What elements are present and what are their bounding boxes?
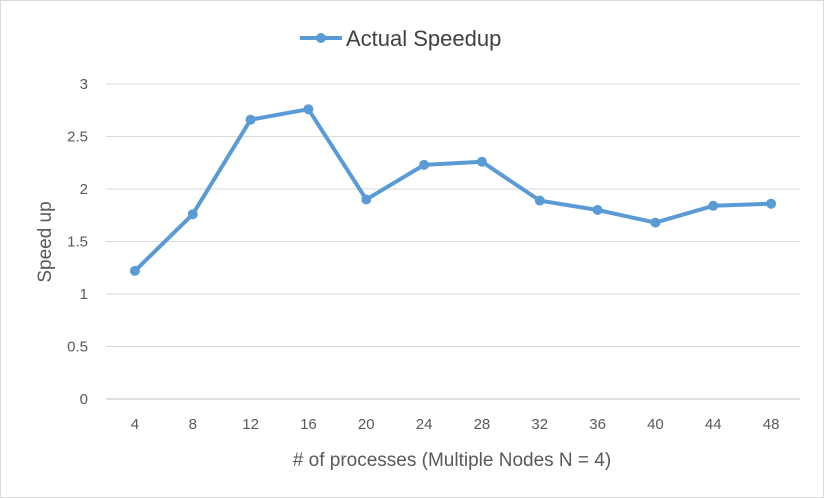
data-point [650,217,661,228]
legend-marker [316,33,326,43]
x-tick-label: 4 [131,416,139,433]
data-point [129,265,140,276]
x-tick-label: 44 [705,416,722,433]
series-line [132,107,774,273]
y-tick-label: 3 [80,76,88,93]
data-point [476,156,487,167]
data-point [303,104,314,115]
legend-label: Actual Speedup [346,26,501,51]
data-point [766,198,777,209]
x-tick-label: 48 [763,416,780,433]
x-tick-label: 8 [189,416,197,433]
y-tick-label: 1 [80,286,88,303]
y-tick-label: 2 [80,181,88,198]
data-point [534,195,545,206]
data-point [361,194,372,205]
x-axis-title: # of processes (Multiple Nodes N = 4) [293,450,611,471]
legend: Actual Speedup [300,26,501,51]
y-tick-label: 1.5 [67,234,88,251]
x-tick-label: 32 [531,416,548,433]
x-tick-label: 36 [589,416,606,433]
data-point [708,200,719,211]
x-tick-label: 20 [358,416,375,433]
data-point [419,159,430,170]
series-layer [129,104,777,276]
y-tick-label: 0.5 [67,339,88,356]
y-axis-ticks: 0 0.5 1 1.5 2 2.5 3 [67,76,88,408]
x-axis-ticks: 4 8 12 16 20 24 28 32 36 40 44 48 [131,416,780,433]
x-tick-label: 40 [647,416,664,433]
gridlines [106,83,800,400]
data-point [245,114,256,125]
data-point [187,209,198,220]
x-tick-label: 16 [300,416,317,433]
y-tick-label: 0 [80,391,88,408]
y-tick-label: 2.5 [67,129,88,146]
x-tick-label: 12 [242,416,259,433]
y-axis-title: Speed up [35,201,56,282]
data-point [592,205,603,215]
x-tick-label: 24 [416,416,433,433]
x-tick-label: 28 [474,416,491,433]
